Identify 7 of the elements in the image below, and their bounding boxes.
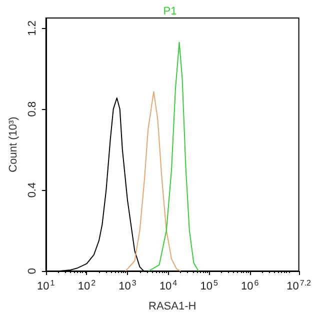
y-tick-label: 0.4	[26, 182, 38, 198]
y-tick-label: 0.8	[26, 101, 38, 117]
y-tick-label: 0	[26, 268, 38, 274]
x-axis-title: RASA1-H	[148, 300, 196, 312]
y-tick-label: 1.2	[26, 20, 38, 36]
y-axis-title: Count (10³)	[8, 116, 20, 172]
chart-title: P1	[163, 6, 177, 18]
